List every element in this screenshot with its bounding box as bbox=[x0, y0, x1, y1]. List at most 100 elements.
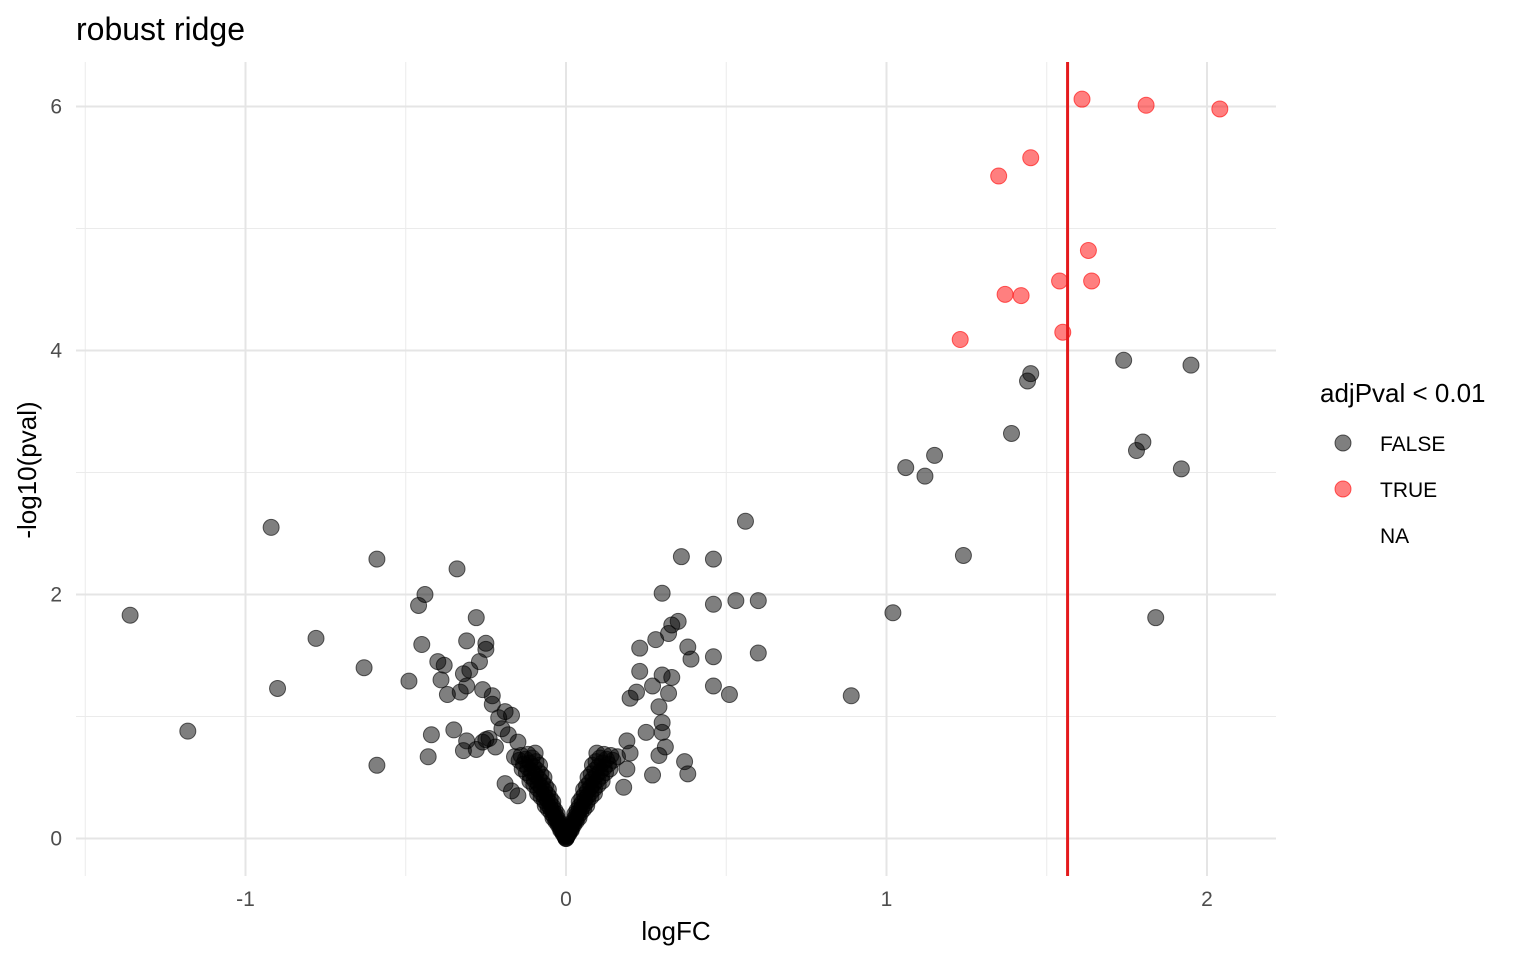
point-true bbox=[1083, 272, 1101, 290]
point-false bbox=[509, 733, 527, 751]
point-false bbox=[631, 639, 649, 657]
point-false bbox=[448, 560, 466, 578]
point-false bbox=[637, 723, 655, 741]
point-false bbox=[1172, 460, 1190, 478]
point-false bbox=[672, 548, 690, 566]
point-false bbox=[400, 672, 418, 690]
point-false bbox=[720, 686, 738, 704]
point-false bbox=[355, 659, 373, 677]
y-tick-label: 0 bbox=[50, 828, 62, 851]
point-true bbox=[1211, 100, 1229, 118]
point-cluster bbox=[526, 744, 544, 762]
point-false bbox=[368, 756, 386, 774]
point-false bbox=[121, 606, 139, 624]
point-false bbox=[269, 679, 287, 697]
point-false bbox=[486, 738, 504, 756]
point-true bbox=[951, 331, 969, 349]
point-false bbox=[1182, 356, 1200, 374]
legend-key-true bbox=[1334, 480, 1352, 498]
legend-label-true: TRUE bbox=[1380, 479, 1437, 502]
point-false bbox=[1115, 351, 1133, 369]
point-false bbox=[419, 748, 437, 766]
point-false bbox=[631, 662, 649, 680]
point-false bbox=[704, 648, 722, 666]
legend-label-na: NA bbox=[1380, 525, 1409, 548]
point-false bbox=[704, 550, 722, 568]
point-true bbox=[996, 285, 1014, 303]
grid-lines bbox=[76, 62, 1276, 876]
point-false bbox=[842, 687, 860, 705]
point-false bbox=[458, 632, 476, 650]
point-false bbox=[749, 644, 767, 662]
point-false bbox=[749, 592, 767, 610]
point-false bbox=[262, 518, 280, 536]
point-false bbox=[621, 744, 639, 762]
point-false bbox=[644, 766, 662, 784]
x-tick-label: 2 bbox=[1201, 888, 1213, 911]
point-false bbox=[647, 631, 665, 649]
x-tick-label: -1 bbox=[236, 888, 255, 911]
point-false bbox=[650, 698, 668, 716]
point-false bbox=[916, 467, 934, 485]
y-tick-label: 4 bbox=[50, 340, 62, 363]
point-false bbox=[736, 512, 754, 530]
point-true bbox=[1022, 149, 1040, 167]
point-false bbox=[621, 689, 639, 707]
x-tick-label: 1 bbox=[881, 888, 893, 911]
point-true bbox=[1012, 287, 1030, 305]
point-false bbox=[509, 787, 527, 805]
point-false bbox=[644, 677, 662, 695]
point-false bbox=[445, 721, 463, 739]
point-false bbox=[704, 595, 722, 613]
point-false bbox=[413, 636, 431, 654]
point-false bbox=[660, 684, 678, 702]
point-false bbox=[432, 671, 450, 689]
legend: adjPval < 0.01 FALSE TRUE NA bbox=[1320, 378, 1486, 548]
legend-key-false bbox=[1334, 434, 1352, 452]
point-cluster bbox=[588, 744, 606, 762]
point-false bbox=[926, 446, 944, 464]
point-false bbox=[653, 723, 671, 741]
point-false bbox=[727, 592, 745, 610]
point-true bbox=[1051, 272, 1069, 290]
point-false bbox=[704, 677, 722, 695]
point-false bbox=[368, 550, 386, 568]
legend-title: adjPval < 0.01 bbox=[1320, 378, 1486, 408]
point-false bbox=[663, 668, 681, 686]
point-true bbox=[990, 167, 1008, 185]
point-false bbox=[615, 778, 633, 796]
point-true bbox=[1137, 96, 1155, 114]
point-false bbox=[618, 760, 636, 778]
point-false bbox=[653, 584, 671, 602]
point-false bbox=[884, 604, 902, 622]
data-points bbox=[121, 90, 1229, 847]
point-false bbox=[458, 677, 476, 695]
point-false bbox=[1002, 424, 1020, 442]
point-false bbox=[897, 459, 915, 477]
x-tick-label: 0 bbox=[560, 888, 572, 911]
y-tick-label: 6 bbox=[50, 96, 62, 119]
x-axis-label: logFC bbox=[641, 916, 710, 946]
point-false bbox=[503, 706, 521, 724]
point-false bbox=[179, 722, 197, 740]
point-false bbox=[307, 629, 325, 647]
point-false bbox=[410, 596, 428, 614]
point-false bbox=[954, 546, 972, 564]
point-false bbox=[477, 640, 495, 658]
point-false bbox=[435, 656, 453, 674]
point-false bbox=[467, 609, 485, 627]
y-axis-ticks: 0 2 4 6 bbox=[50, 96, 62, 851]
point-true bbox=[1079, 241, 1097, 259]
y-tick-label: 2 bbox=[50, 584, 62, 607]
y-axis-label: -log10(pval) bbox=[12, 401, 42, 538]
x-axis-ticks: -1 0 1 2 bbox=[236, 888, 1213, 911]
point-false bbox=[679, 765, 697, 783]
legend-label-false: FALSE bbox=[1380, 433, 1445, 456]
point-false bbox=[682, 650, 700, 668]
point-true bbox=[1073, 90, 1091, 108]
point-false bbox=[1019, 372, 1037, 390]
chart-title: robust ridge bbox=[76, 11, 245, 47]
point-false bbox=[650, 747, 668, 765]
point-false bbox=[1147, 609, 1165, 627]
